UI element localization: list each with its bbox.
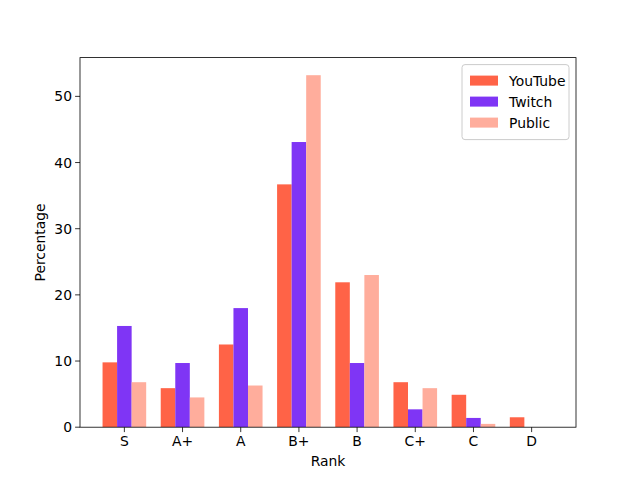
bar <box>306 75 321 427</box>
plot-frame <box>80 58 576 428</box>
bar <box>423 388 438 427</box>
bar <box>103 362 118 427</box>
legend-swatch <box>470 97 498 107</box>
bar <box>350 363 365 427</box>
bar <box>510 417 525 427</box>
legend-swatch <box>470 76 498 86</box>
x-tick-label: S <box>120 433 129 449</box>
y-tick-label: 10 <box>54 353 72 369</box>
bar <box>219 344 234 427</box>
y-tick <box>75 96 80 97</box>
bar <box>132 382 147 427</box>
x-tick <box>298 427 299 432</box>
bar <box>466 418 481 427</box>
y-tick <box>75 162 80 163</box>
legend: YouTube Twitch Public <box>462 65 569 140</box>
bar <box>277 184 292 427</box>
bar <box>481 424 496 427</box>
bar <box>292 142 307 427</box>
y-tick <box>75 294 80 295</box>
y-tick-label: 30 <box>54 221 72 237</box>
x-tick-label: B+ <box>288 433 309 449</box>
legend-label: YouTube <box>508 73 565 89</box>
bar <box>175 363 190 427</box>
bar <box>408 409 423 427</box>
bar <box>452 395 467 427</box>
x-tick <box>415 427 416 432</box>
bar <box>248 386 263 428</box>
bar <box>117 326 132 427</box>
y-tick-label: 50 <box>54 88 72 104</box>
bar <box>364 275 379 427</box>
x-tick <box>124 427 125 432</box>
y-tick <box>75 228 80 229</box>
x-tick-label: D <box>526 433 537 449</box>
x-tick-label: C <box>469 433 479 449</box>
x-tick <box>357 427 358 432</box>
x-tick-label: A+ <box>172 433 193 449</box>
bar <box>393 382 408 427</box>
bar <box>233 308 248 427</box>
legend-label: Twitch <box>508 94 552 110</box>
y-tick <box>75 427 80 428</box>
legend-swatch <box>470 118 498 128</box>
y-axis-label: Percentage <box>32 203 48 281</box>
y-tick-label: 40 <box>54 155 72 171</box>
x-axis-label: Rank <box>311 453 346 469</box>
bars <box>103 75 525 427</box>
x-tick <box>182 427 183 432</box>
y-tick <box>75 361 80 362</box>
background <box>0 0 640 480</box>
x-tick-label: A <box>236 433 246 449</box>
x-tick <box>531 427 532 432</box>
y-tick-label: 20 <box>54 287 72 303</box>
bar <box>190 397 205 427</box>
bar <box>161 388 176 427</box>
bar <box>335 282 350 427</box>
x-tick <box>473 427 474 432</box>
y-tick-label: 0 <box>63 419 72 435</box>
legend-box <box>462 65 569 140</box>
x-tick-label: B <box>352 433 362 449</box>
legend-label: Public <box>509 115 550 131</box>
chart: S A+ A B+ B C+ C D 0 10 20 30 40 50 Rank Percentage YouT… <box>0 0 640 480</box>
x-tick-label: C+ <box>405 433 426 449</box>
x-tick <box>240 427 241 432</box>
